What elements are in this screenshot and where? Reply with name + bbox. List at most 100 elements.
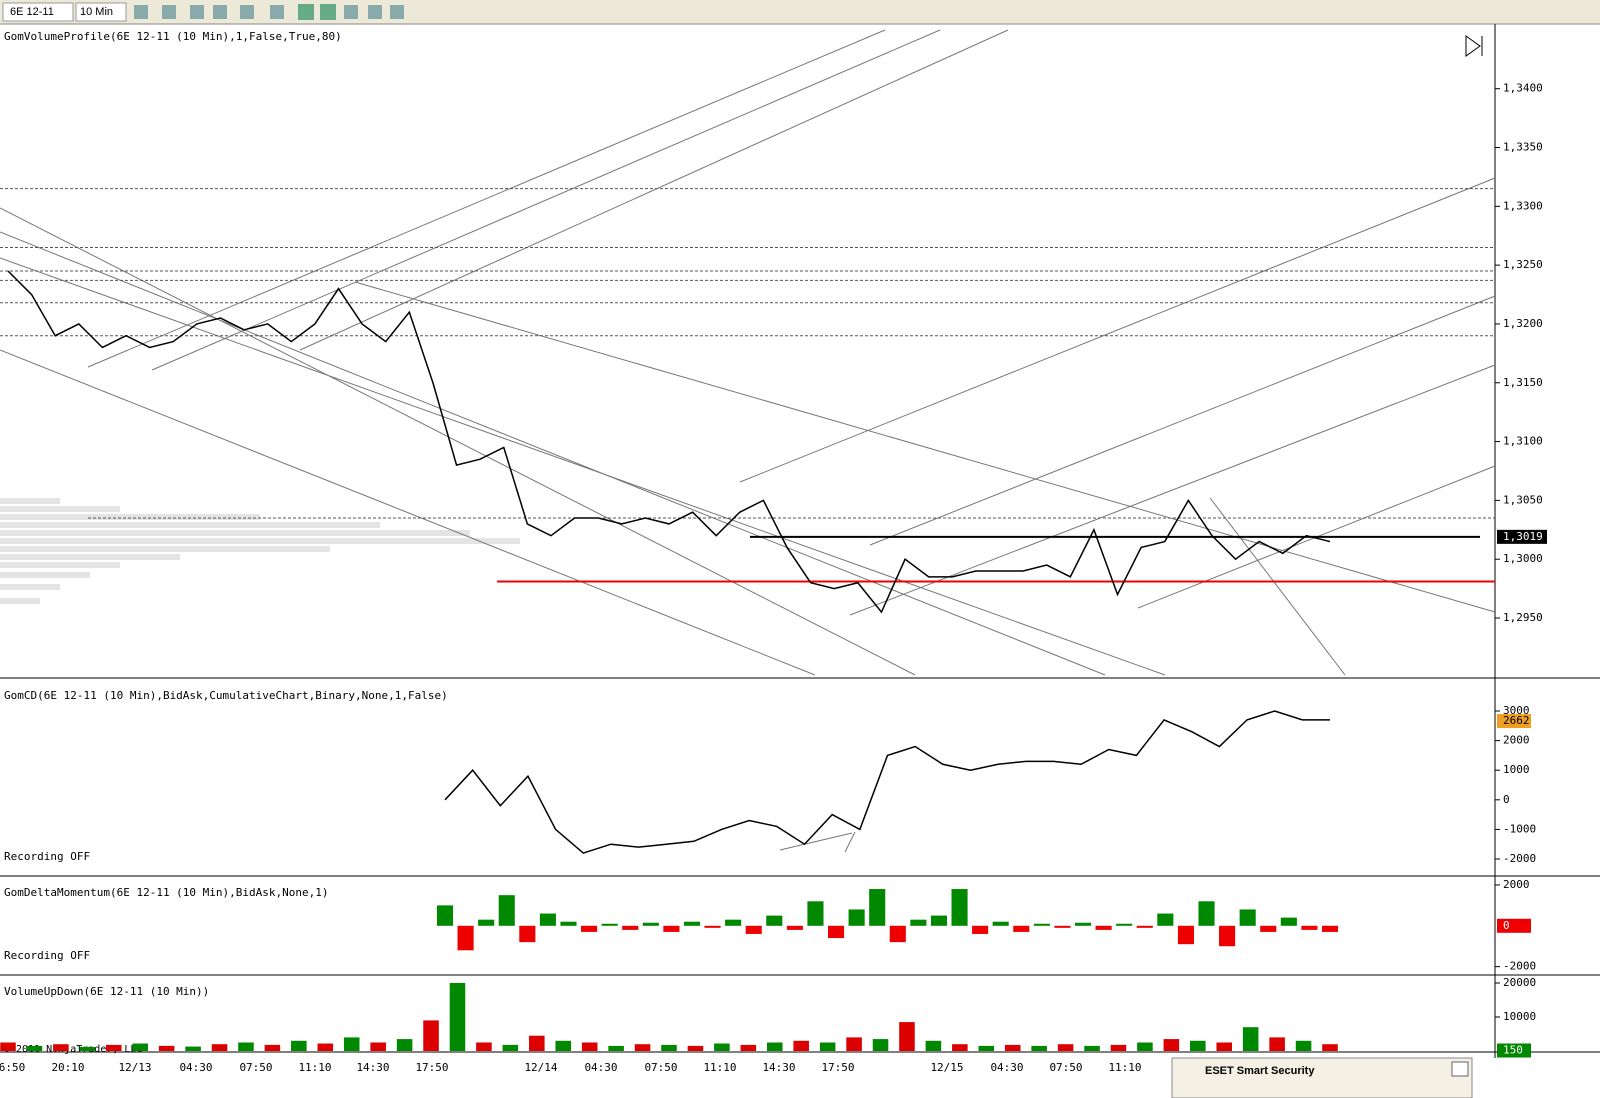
y-tick-label: -2000 <box>1503 960 1536 973</box>
status: Recording OFF <box>4 850 90 863</box>
toolbar <box>0 0 1600 24</box>
delta-bar <box>869 889 886 926</box>
interval[interactable]: 10 Min <box>80 6 113 18</box>
x-tick-label: 11:10 <box>298 1061 331 1074</box>
volume-bar <box>211 1044 228 1051</box>
volume-bar <box>899 1022 915 1051</box>
volume-bar <box>476 1042 492 1051</box>
volume-bar <box>581 1042 598 1051</box>
delta-bar <box>683 921 701 926</box>
status: Recording OFF <box>4 949 90 962</box>
x-tick-label: 12/15 <box>930 1061 963 1074</box>
last-label: 1,3019 <box>1503 530 1543 543</box>
volume-profile <box>0 498 520 604</box>
delta-bar <box>951 889 968 926</box>
delta-bar <box>992 921 1009 926</box>
volume-bar <box>1190 1040 1206 1051</box>
volume-bar <box>846 1037 862 1051</box>
volume-bar <box>343 1037 360 1051</box>
volume-bar <box>952 1044 968 1051</box>
x-tick-label: 12/13 <box>118 1061 151 1074</box>
volume-bar <box>105 1044 122 1051</box>
volume-bar <box>26 1045 43 1051</box>
volume-bar <box>872 1039 889 1051</box>
volume-bar <box>1295 1040 1312 1051</box>
delta-bar <box>1280 917 1297 926</box>
price-line <box>7 270 1331 614</box>
volume-bar <box>238 1042 254 1051</box>
y-tick-label: 1000 <box>1503 763 1530 776</box>
delta-bar <box>725 919 742 926</box>
y-tick-label: 1,3150 <box>1503 376 1543 389</box>
popup[interactable] <box>1171 1057 1473 1098</box>
popup-close[interactable] <box>1451 1061 1469 1077</box>
delta-bar <box>642 922 659 926</box>
delta-bar <box>1177 925 1194 945</box>
volume-bar <box>291 1040 307 1051</box>
y-tick-label: 1,3400 <box>1503 82 1543 95</box>
delta-bar <box>807 901 824 926</box>
delta-bar <box>1198 901 1215 926</box>
volume-bar <box>502 1044 519 1051</box>
volume-last-marker <box>1497 1043 1531 1058</box>
y-tick-label: 1,3250 <box>1503 258 1543 271</box>
delta-bar <box>457 925 474 951</box>
x-tick-label: 20:10 <box>51 1061 84 1074</box>
y-tick-label: -2000 <box>1503 852 1536 865</box>
volume-bar <box>529 1035 545 1051</box>
x-tick-label: 04:30 <box>584 1061 617 1074</box>
y-tick-label: 3000 <box>1503 704 1530 717</box>
delta-last-label: 0 <box>1503 919 1510 932</box>
y-tick-label: 1,2950 <box>1503 611 1543 624</box>
delta-bar <box>1260 925 1277 932</box>
y-tick-label: 1,3300 <box>1503 199 1543 212</box>
x-tick-label: 04:30 <box>179 1061 212 1074</box>
delta-bar <box>1239 909 1256 926</box>
trend-lines <box>0 29 1496 853</box>
y-tick-label: 10000 <box>1503 1010 1536 1023</box>
delta-bar <box>1136 925 1153 928</box>
volume-bar <box>687 1045 704 1051</box>
x-tick-label: 07:50 <box>644 1061 677 1074</box>
delta-bar <box>745 925 762 934</box>
delta-bar <box>1116 923 1133 926</box>
delta-last-marker <box>1497 918 1531 933</box>
delta-bar <box>622 925 639 930</box>
scroll-end[interactable] <box>1465 35 1483 57</box>
x-tick-label: 17:50 <box>415 1061 448 1074</box>
volume-bar <box>132 1043 148 1051</box>
volume-bar <box>1110 1044 1127 1051</box>
delta-bar <box>828 925 845 939</box>
volume-bar <box>1137 1042 1153 1051</box>
y-tick-label: 1,3050 <box>1503 493 1543 506</box>
volume-bar <box>1004 1044 1021 1051</box>
volume-bar <box>1031 1045 1047 1051</box>
instrument-box[interactable] <box>2 2 74 22</box>
volume-bar <box>819 1042 836 1051</box>
toolbar-icons[interactable] <box>134 4 404 20</box>
delta-bar <box>972 925 989 934</box>
x-tick-label: 14:30 <box>356 1061 389 1074</box>
interval-box[interactable] <box>75 2 127 22</box>
delta-bar <box>560 921 577 926</box>
delta-bar <box>539 913 556 926</box>
delta-bar <box>910 919 927 926</box>
volume-bar <box>793 1040 809 1051</box>
volume-bar <box>1057 1044 1074 1051</box>
volume-bar <box>79 1046 96 1051</box>
volume-bar <box>766 1042 783 1051</box>
y-tick-label: 2000 <box>1503 734 1530 747</box>
volume-bar <box>1242 1027 1259 1051</box>
delta-bar <box>1321 925 1339 932</box>
x-tick-label: 07:50 <box>1049 1061 1082 1074</box>
delta-bar <box>704 925 721 928</box>
delta-bar <box>519 925 536 943</box>
x-tick-label: 07:50 <box>239 1061 272 1074</box>
instrument[interactable]: 6E 12-11 <box>10 6 54 18</box>
volume-bar <box>185 1046 201 1051</box>
x-tick-label: 11:10 <box>1108 1061 1141 1074</box>
volume-bar <box>317 1043 334 1051</box>
volume-bar <box>396 1039 413 1051</box>
delta-bar <box>601 923 618 926</box>
